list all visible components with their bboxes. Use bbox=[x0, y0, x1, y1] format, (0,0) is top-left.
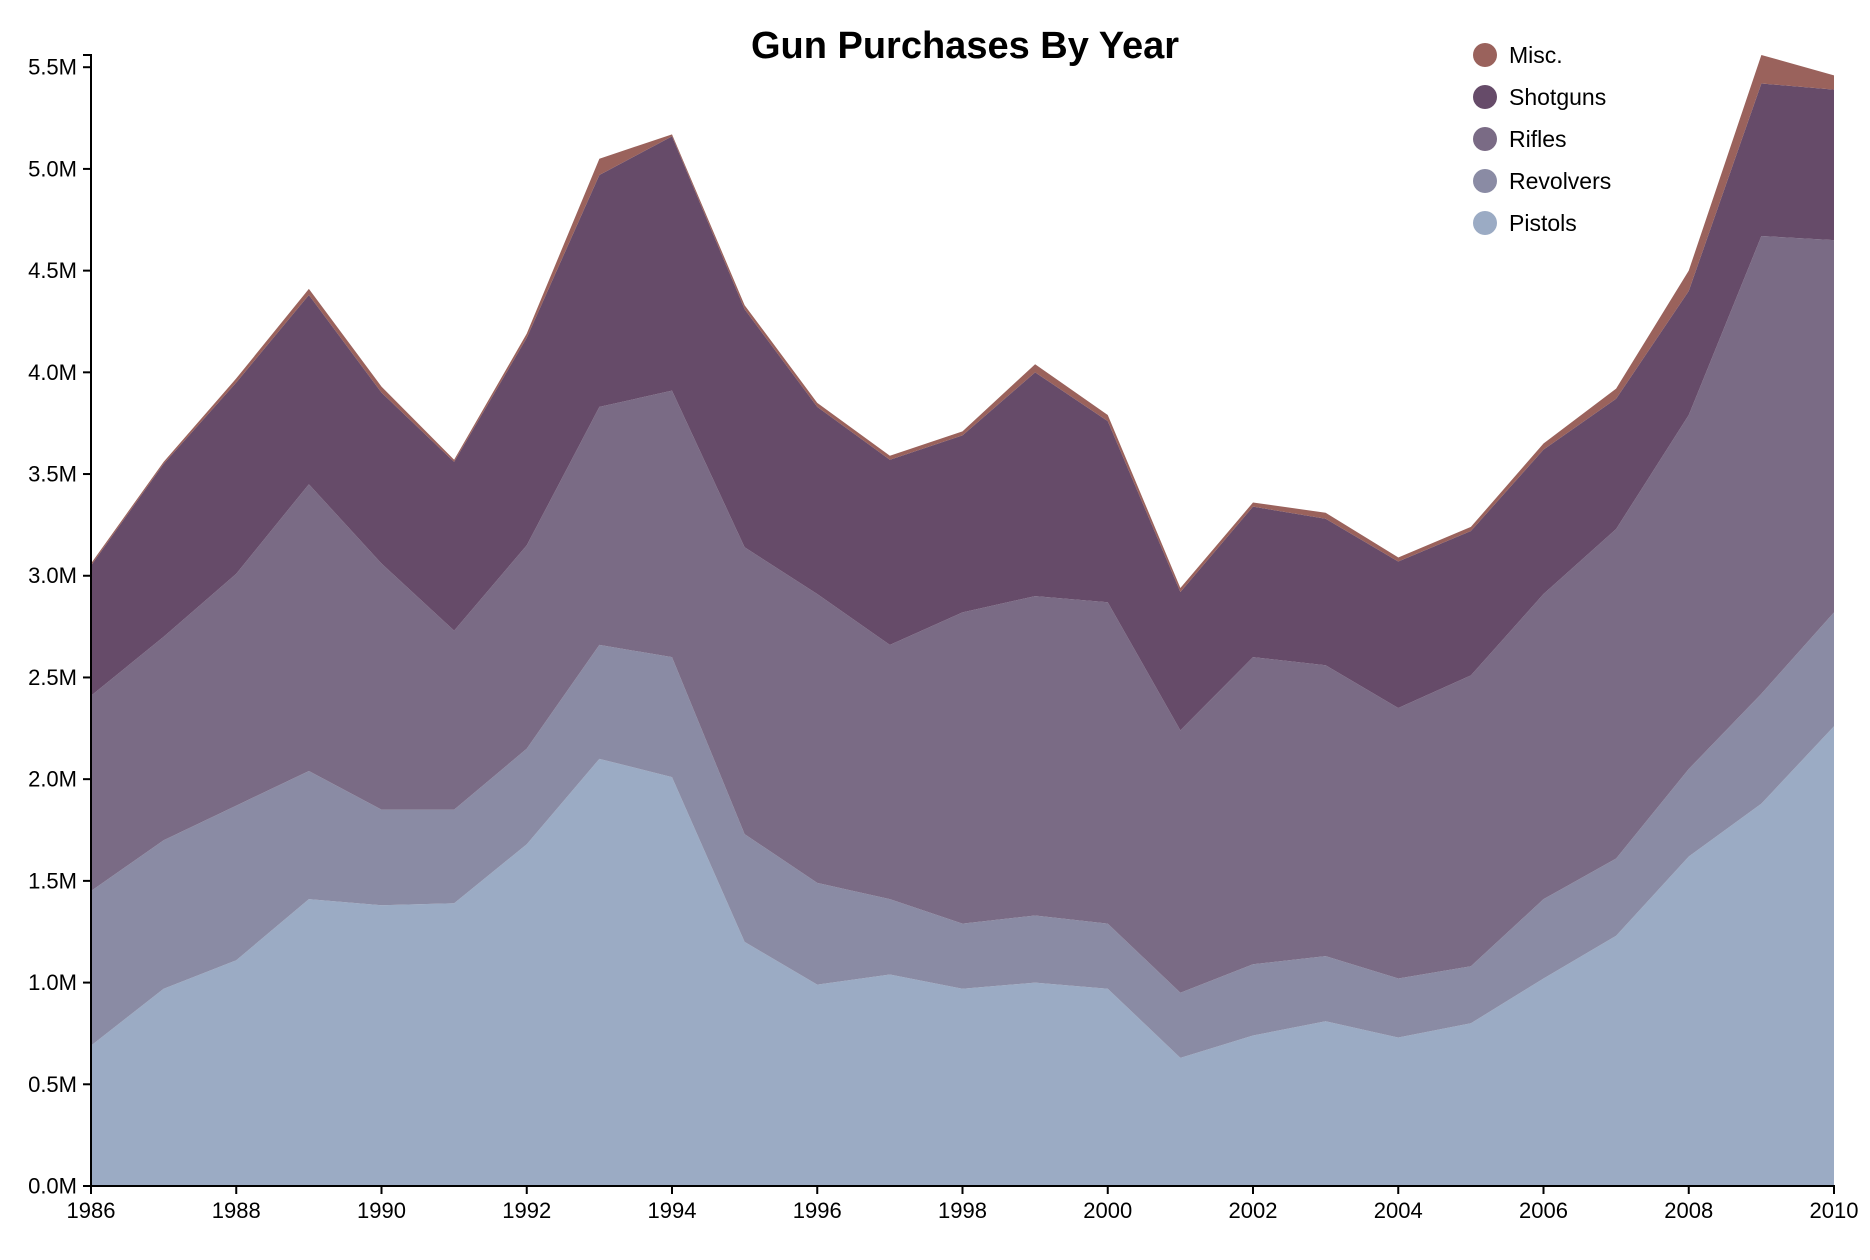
y-tick-label: 4.5M bbox=[28, 258, 77, 283]
legend-label: Revolvers bbox=[1509, 168, 1611, 194]
x-tick-label: 2004 bbox=[1374, 1198, 1423, 1223]
x-tick-label: 2010 bbox=[1810, 1198, 1859, 1223]
x-tick-label: 2002 bbox=[1229, 1198, 1278, 1223]
legend-swatch bbox=[1473, 43, 1497, 67]
legend-swatch bbox=[1473, 127, 1497, 151]
legend: Misc. Shotguns Rifles Revolvers Pistols bbox=[1473, 42, 1611, 236]
area-shotguns bbox=[91, 83, 1834, 731]
y-tick-label: 1.5M bbox=[28, 868, 77, 893]
y-tick-label: 0.5M bbox=[28, 1072, 77, 1097]
x-tick-label: 1996 bbox=[793, 1198, 842, 1223]
legend-item-rifles: Rifles bbox=[1473, 126, 1567, 152]
legend-item-misc: Misc. bbox=[1473, 42, 1563, 68]
legend-label: Misc. bbox=[1509, 42, 1563, 68]
y-tick-label: 3.0M bbox=[28, 563, 77, 588]
legend-label: Rifles bbox=[1509, 126, 1567, 152]
x-tick-label: 2000 bbox=[1083, 1198, 1132, 1223]
legend-swatch bbox=[1473, 169, 1497, 193]
area-revolvers bbox=[91, 612, 1834, 1058]
legend-item-pistols: Pistols bbox=[1473, 210, 1577, 236]
x-tick-label: 1994 bbox=[648, 1198, 697, 1223]
y-tick-label: 2.0M bbox=[28, 767, 77, 792]
y-tick-label: 2.5M bbox=[28, 665, 77, 690]
x-tick-label: 2008 bbox=[1664, 1198, 1713, 1223]
x-tick-label: 1992 bbox=[502, 1198, 551, 1223]
legend-label: Pistols bbox=[1509, 210, 1577, 236]
axes-layer: 0.0M 0.5M 1.0M 1.5M 2.0M 2.5M 3.0M 3.5M 4.0M 4.5M… bbox=[28, 54, 1859, 1223]
legend-label: Shotguns bbox=[1509, 84, 1606, 110]
x-tick-label: 1988 bbox=[212, 1198, 261, 1223]
x-tick-label: 2006 bbox=[1519, 1198, 1568, 1223]
y-tick-label: 4.0M bbox=[28, 360, 77, 385]
legend-swatch bbox=[1473, 85, 1497, 109]
legend-item-shotguns: Shotguns bbox=[1473, 84, 1606, 110]
legend-item-revolvers: Revolvers bbox=[1473, 168, 1611, 194]
y-tick-label: 0.0M bbox=[28, 1174, 77, 1199]
y-tick-label: 5.0M bbox=[28, 156, 77, 181]
legend-swatch bbox=[1473, 211, 1497, 235]
areas-layer bbox=[91, 55, 1834, 1186]
x-tick-label: 1990 bbox=[357, 1198, 406, 1223]
y-axis-line bbox=[83, 54, 92, 1187]
x-tick-label: 1986 bbox=[67, 1198, 116, 1223]
area-rifles bbox=[91, 236, 1834, 993]
area-pistols bbox=[91, 726, 1834, 1186]
y-tick-label: 3.5M bbox=[28, 462, 77, 487]
y-tick-label: 1.0M bbox=[28, 970, 77, 995]
chart-title: Gun Purchases By Year bbox=[751, 25, 1179, 67]
y-tick-label: 5.5M bbox=[28, 55, 77, 80]
x-tick-label: 1998 bbox=[938, 1198, 987, 1223]
